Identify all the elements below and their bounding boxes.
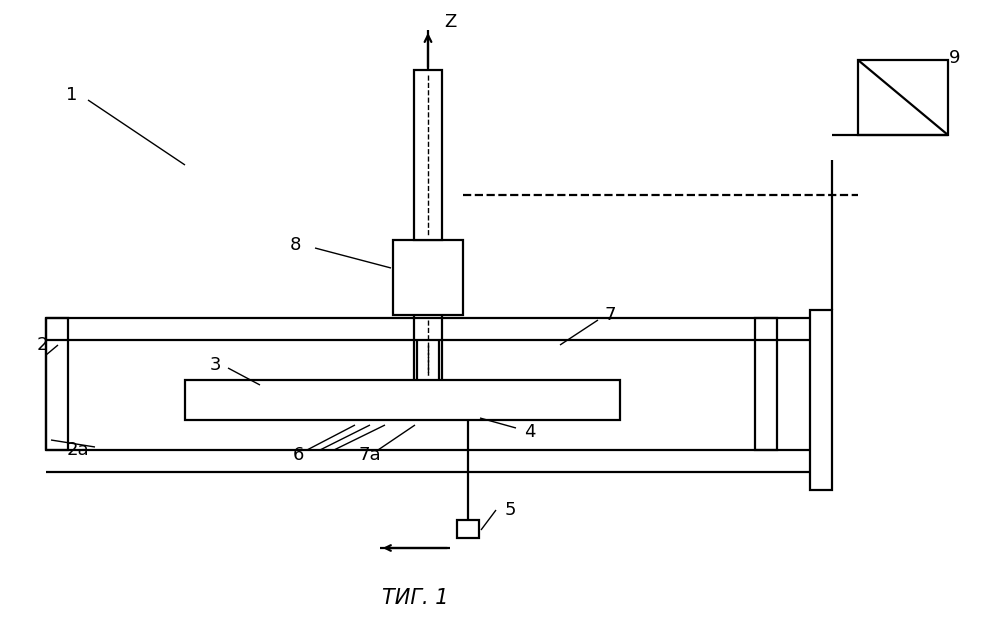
Text: 2: 2 [36,336,48,354]
Bar [185,380,620,420]
Text: 4: 4 [524,423,535,441]
Text: 9: 9 [949,49,961,67]
Bar [457,520,479,538]
Text: 5: 5 [504,501,515,519]
Bar [755,318,777,450]
Bar [414,70,442,240]
Text: 3: 3 [209,356,221,374]
Bar [810,310,832,490]
Bar [46,318,68,450]
Text: 8: 8 [290,236,301,254]
Text: Z: Z [444,13,457,31]
Text: ΤИГ. 1: ΤИГ. 1 [382,588,449,608]
Text: 2a: 2a [67,441,89,459]
Text: 7a: 7a [359,446,382,464]
Bar [393,240,463,315]
Text: 6: 6 [293,446,304,464]
Text: 1: 1 [66,86,78,104]
Bar [858,60,948,135]
Text: 7: 7 [604,306,615,324]
